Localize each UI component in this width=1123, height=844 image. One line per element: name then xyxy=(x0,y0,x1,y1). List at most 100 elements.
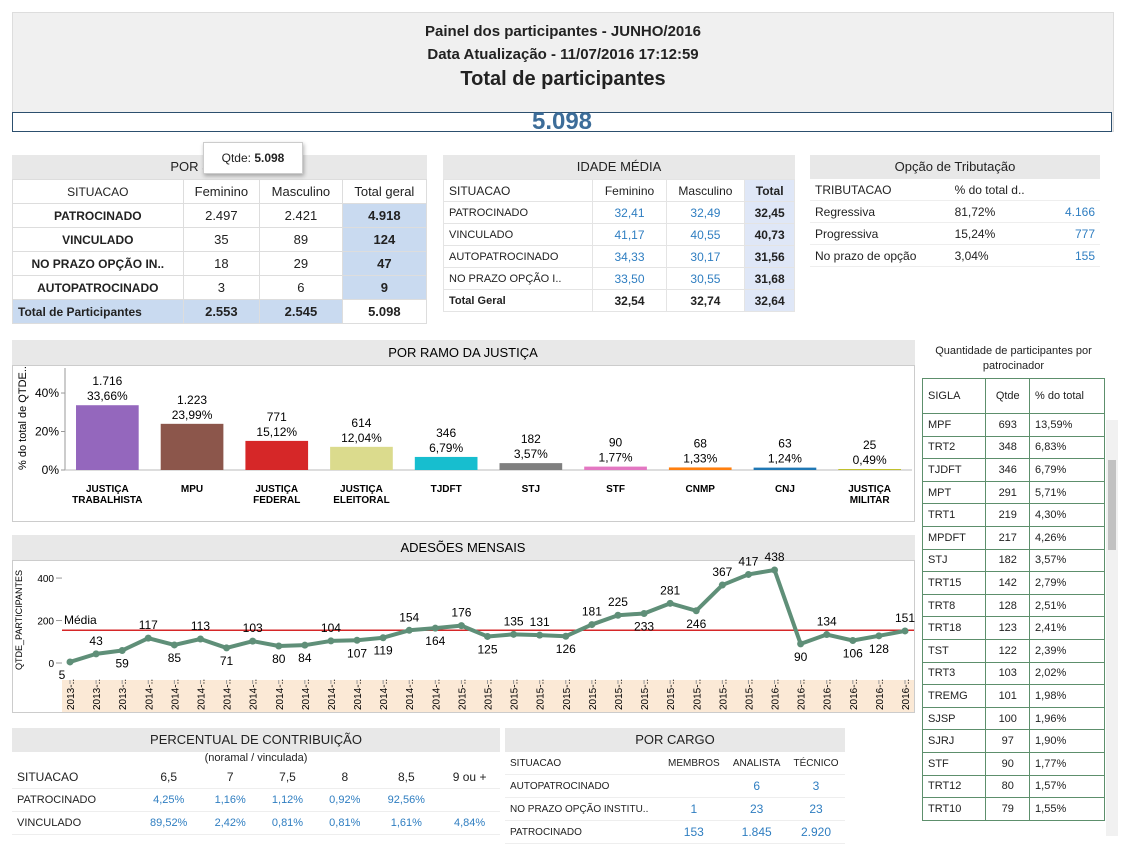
cell: AUTOPATROCINADO xyxy=(442,245,594,268)
cell: VINCULADO xyxy=(442,223,594,246)
x-tick-label: STF xyxy=(606,484,625,495)
x-tick-label: 2015-.. xyxy=(536,679,547,710)
data-label: 181 xyxy=(582,605,602,619)
cell: TRT10 xyxy=(921,797,987,821)
x-tick-label: 2015-.. xyxy=(588,679,599,710)
line-title-bar xyxy=(12,535,915,560)
x-tick-label: JUSTIÇA FEDERAL xyxy=(253,484,300,506)
column-header: % do total xyxy=(1029,378,1105,414)
column-header: 7 xyxy=(201,766,259,789)
row: PATROCINADO 4,25% 1,16% 1,12% 0,92% 92,56% xyxy=(12,788,500,812)
cell: 2,02% xyxy=(1029,661,1105,686)
cell: 81,72% xyxy=(949,200,1050,223)
point xyxy=(510,630,518,638)
row: PATROCINADO 2.497 2.421 4.918 xyxy=(12,203,428,228)
cell: 5.098 xyxy=(341,299,428,324)
x-tick-label: JUSTIÇA MILITAR xyxy=(848,484,891,506)
panel: IDADE MÉDIA SITUACAO Feminino Masculino Tota… xyxy=(442,155,795,312)
cell: NO PRAZO OPÇÃO INSTITU.. xyxy=(505,797,662,821)
cell: 30,17 xyxy=(665,245,746,268)
cell: 123 xyxy=(985,616,1031,640)
x-tick-label: 2015-.. xyxy=(692,679,703,710)
row: PATROCINADO 32,41 32,49 32,45 xyxy=(442,201,795,224)
column-header: SITUACAO xyxy=(12,179,184,204)
y-axis-label: QTDE_PARTICIPANTES xyxy=(14,570,24,670)
cell: VINCULADO xyxy=(12,811,136,835)
cell: 89,52% xyxy=(135,811,202,835)
cell: TRT3 xyxy=(921,661,987,686)
header-row: SITUACAO Feminino Masculino Total xyxy=(442,179,795,202)
point xyxy=(901,627,909,635)
table: SITUACAO Feminino Masculino Total geral PATR… xyxy=(12,179,428,324)
value-label: 1,24% xyxy=(768,452,802,466)
data-label: 104 xyxy=(321,621,341,635)
cell: 155 xyxy=(1049,244,1100,267)
row: Regressiva 81,72% 4.166 xyxy=(810,200,1100,223)
row: TRT15 142 2,79% xyxy=(921,571,1105,595)
bar xyxy=(76,405,139,470)
count-label: 346 xyxy=(436,426,456,440)
cell: 0,81% xyxy=(258,811,317,835)
x-tick-label: JUSTIÇA ELEITORAL xyxy=(333,484,389,506)
data-label: 151 xyxy=(895,611,915,625)
table: SITUACAO 6,5 7 7,5 8 8,5 9 ou + PATROCINADO 4,25… xyxy=(12,766,500,835)
bar xyxy=(245,440,309,470)
header-row: SIGLA Qtde% do total xyxy=(921,378,1105,414)
cell: 1,55% xyxy=(1029,797,1105,821)
value-label: 1,33% xyxy=(683,451,717,465)
cell: 4,25% xyxy=(135,788,202,812)
scroll-thumb[interactable] xyxy=(1108,460,1116,550)
cell: 31,68 xyxy=(744,267,795,290)
cell: 23 xyxy=(726,797,788,821)
x-tick-label: 2014-.. xyxy=(170,679,181,710)
cell xyxy=(439,788,500,812)
cell: 4.166 xyxy=(1049,200,1100,223)
data-label: 80 xyxy=(272,652,286,666)
panel-title: PERCENTUAL DE CONTRIBUIÇÃO xyxy=(12,728,500,752)
cell xyxy=(661,774,727,798)
x-tick-label: 2015-.. xyxy=(718,679,729,710)
cell: TRT2 xyxy=(921,435,987,460)
cell: 0,92% xyxy=(316,788,374,812)
point xyxy=(92,650,100,658)
row: AUTOPATROCINADO 6 3 xyxy=(505,774,845,798)
data-label: 126 xyxy=(556,642,576,656)
count-label: 25 xyxy=(863,438,877,452)
y-tick-label: 40% xyxy=(35,386,59,400)
x-tick-label: MPU xyxy=(181,484,203,495)
column-header: SIGLA xyxy=(921,378,987,414)
data-label: 85 xyxy=(168,651,182,665)
data-label: 135 xyxy=(504,614,524,628)
cell: 47 xyxy=(341,251,428,276)
cell: 2.553 xyxy=(182,299,261,324)
data-label: 103 xyxy=(243,621,263,635)
scrollbar[interactable] xyxy=(1106,420,1118,836)
cell: 92,56% xyxy=(373,788,440,812)
table: TRIBUTACAO% do total d.. Regressiva 81,72%… xyxy=(810,179,1100,267)
data-label: 106 xyxy=(843,646,863,660)
point xyxy=(692,607,700,615)
x-tick-label: 2014-.. xyxy=(353,679,364,710)
tooltip-value: 5.098 xyxy=(254,151,285,165)
column-header: SITUACAO xyxy=(12,766,136,789)
point xyxy=(718,581,726,589)
point xyxy=(666,599,674,607)
cell: TJDFT xyxy=(921,458,987,482)
cell: Total Geral xyxy=(442,289,594,312)
data-label: 131 xyxy=(530,615,550,629)
y-tick-label: 0 xyxy=(48,659,54,670)
count-label: 90 xyxy=(609,436,623,450)
point xyxy=(405,626,413,634)
cell: 0,81% xyxy=(316,811,374,835)
column-header: 8,5 xyxy=(373,766,440,789)
column-header: 9 ou + xyxy=(439,766,500,789)
panel: POR SITUAÇÃOSITUACAOFemininoMasculinoTot… xyxy=(12,155,428,324)
bar-frame xyxy=(12,365,915,522)
row: TRT3 103 2,02% xyxy=(921,661,1105,686)
x-tick-label: 2014-.. xyxy=(275,679,286,710)
header-row: SITUACAO 6,5 7 7,5 8 8,5 9 ou + xyxy=(12,766,500,789)
data-label: 154 xyxy=(399,610,419,624)
cell: 3 xyxy=(787,774,845,798)
y-tick-label: 0% xyxy=(42,463,60,477)
row: AUTOPATROCINADO 34,33 30,17 31,56 xyxy=(442,245,795,268)
